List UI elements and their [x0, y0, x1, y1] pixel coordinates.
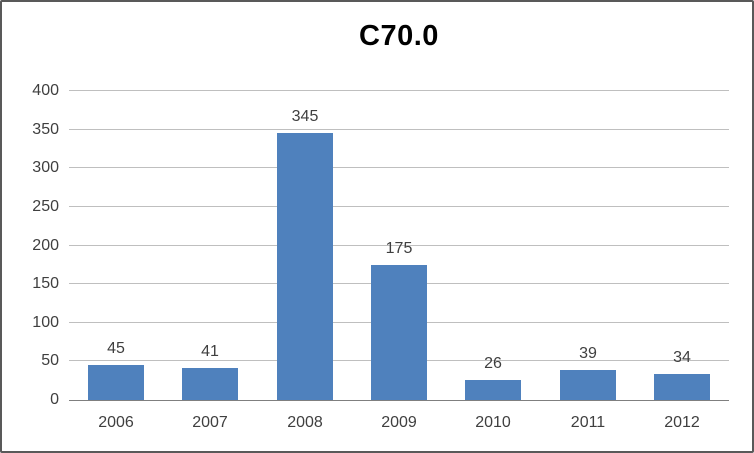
bar [277, 133, 333, 400]
plot-area: 45 41 345 175 26 39 34 [69, 90, 729, 401]
gridline [69, 244, 729, 246]
x-tick-label: 2006 [98, 414, 134, 431]
bar-value-label: 45 [107, 340, 125, 357]
y-tick-label: 0 [50, 391, 59, 408]
y-tick-label: 50 [41, 352, 59, 370]
bar [371, 265, 427, 400]
bar-value-label: 39 [579, 345, 597, 362]
y-tick-label: 200 [32, 236, 59, 254]
bar [654, 374, 710, 400]
bar [560, 370, 616, 400]
gridline [69, 205, 729, 207]
y-tick-label: 150 [32, 275, 59, 293]
gridline [69, 128, 729, 130]
bar-value-label: 345 [291, 108, 319, 125]
gridline [69, 167, 729, 169]
bar [182, 368, 238, 400]
x-tick-label: 2011 [570, 414, 606, 431]
gridline [69, 90, 729, 91]
x-tick-label: 2010 [475, 414, 511, 431]
bar-value-label: 175 [385, 240, 413, 257]
bar-value-label: 41 [201, 343, 219, 360]
bar [88, 365, 144, 400]
y-tick-label: 100 [32, 313, 59, 331]
x-tick-label: 2008 [287, 414, 323, 431]
x-tick-label: 2009 [381, 414, 417, 431]
y-tick-label: 400 [32, 82, 59, 99]
x-tick-label: 2007 [192, 414, 228, 431]
bar-value-label: 26 [484, 355, 502, 372]
y-tick-label: 250 [32, 197, 59, 215]
bar-value-label: 34 [673, 349, 691, 366]
y-tick-label: 300 [32, 159, 59, 177]
y-tick-label: 350 [32, 120, 59, 138]
chart-title: C70.0 [359, 20, 439, 52]
bar [465, 380, 521, 400]
x-tick-label: 2012 [664, 414, 700, 431]
x-axis-line [69, 400, 729, 401]
